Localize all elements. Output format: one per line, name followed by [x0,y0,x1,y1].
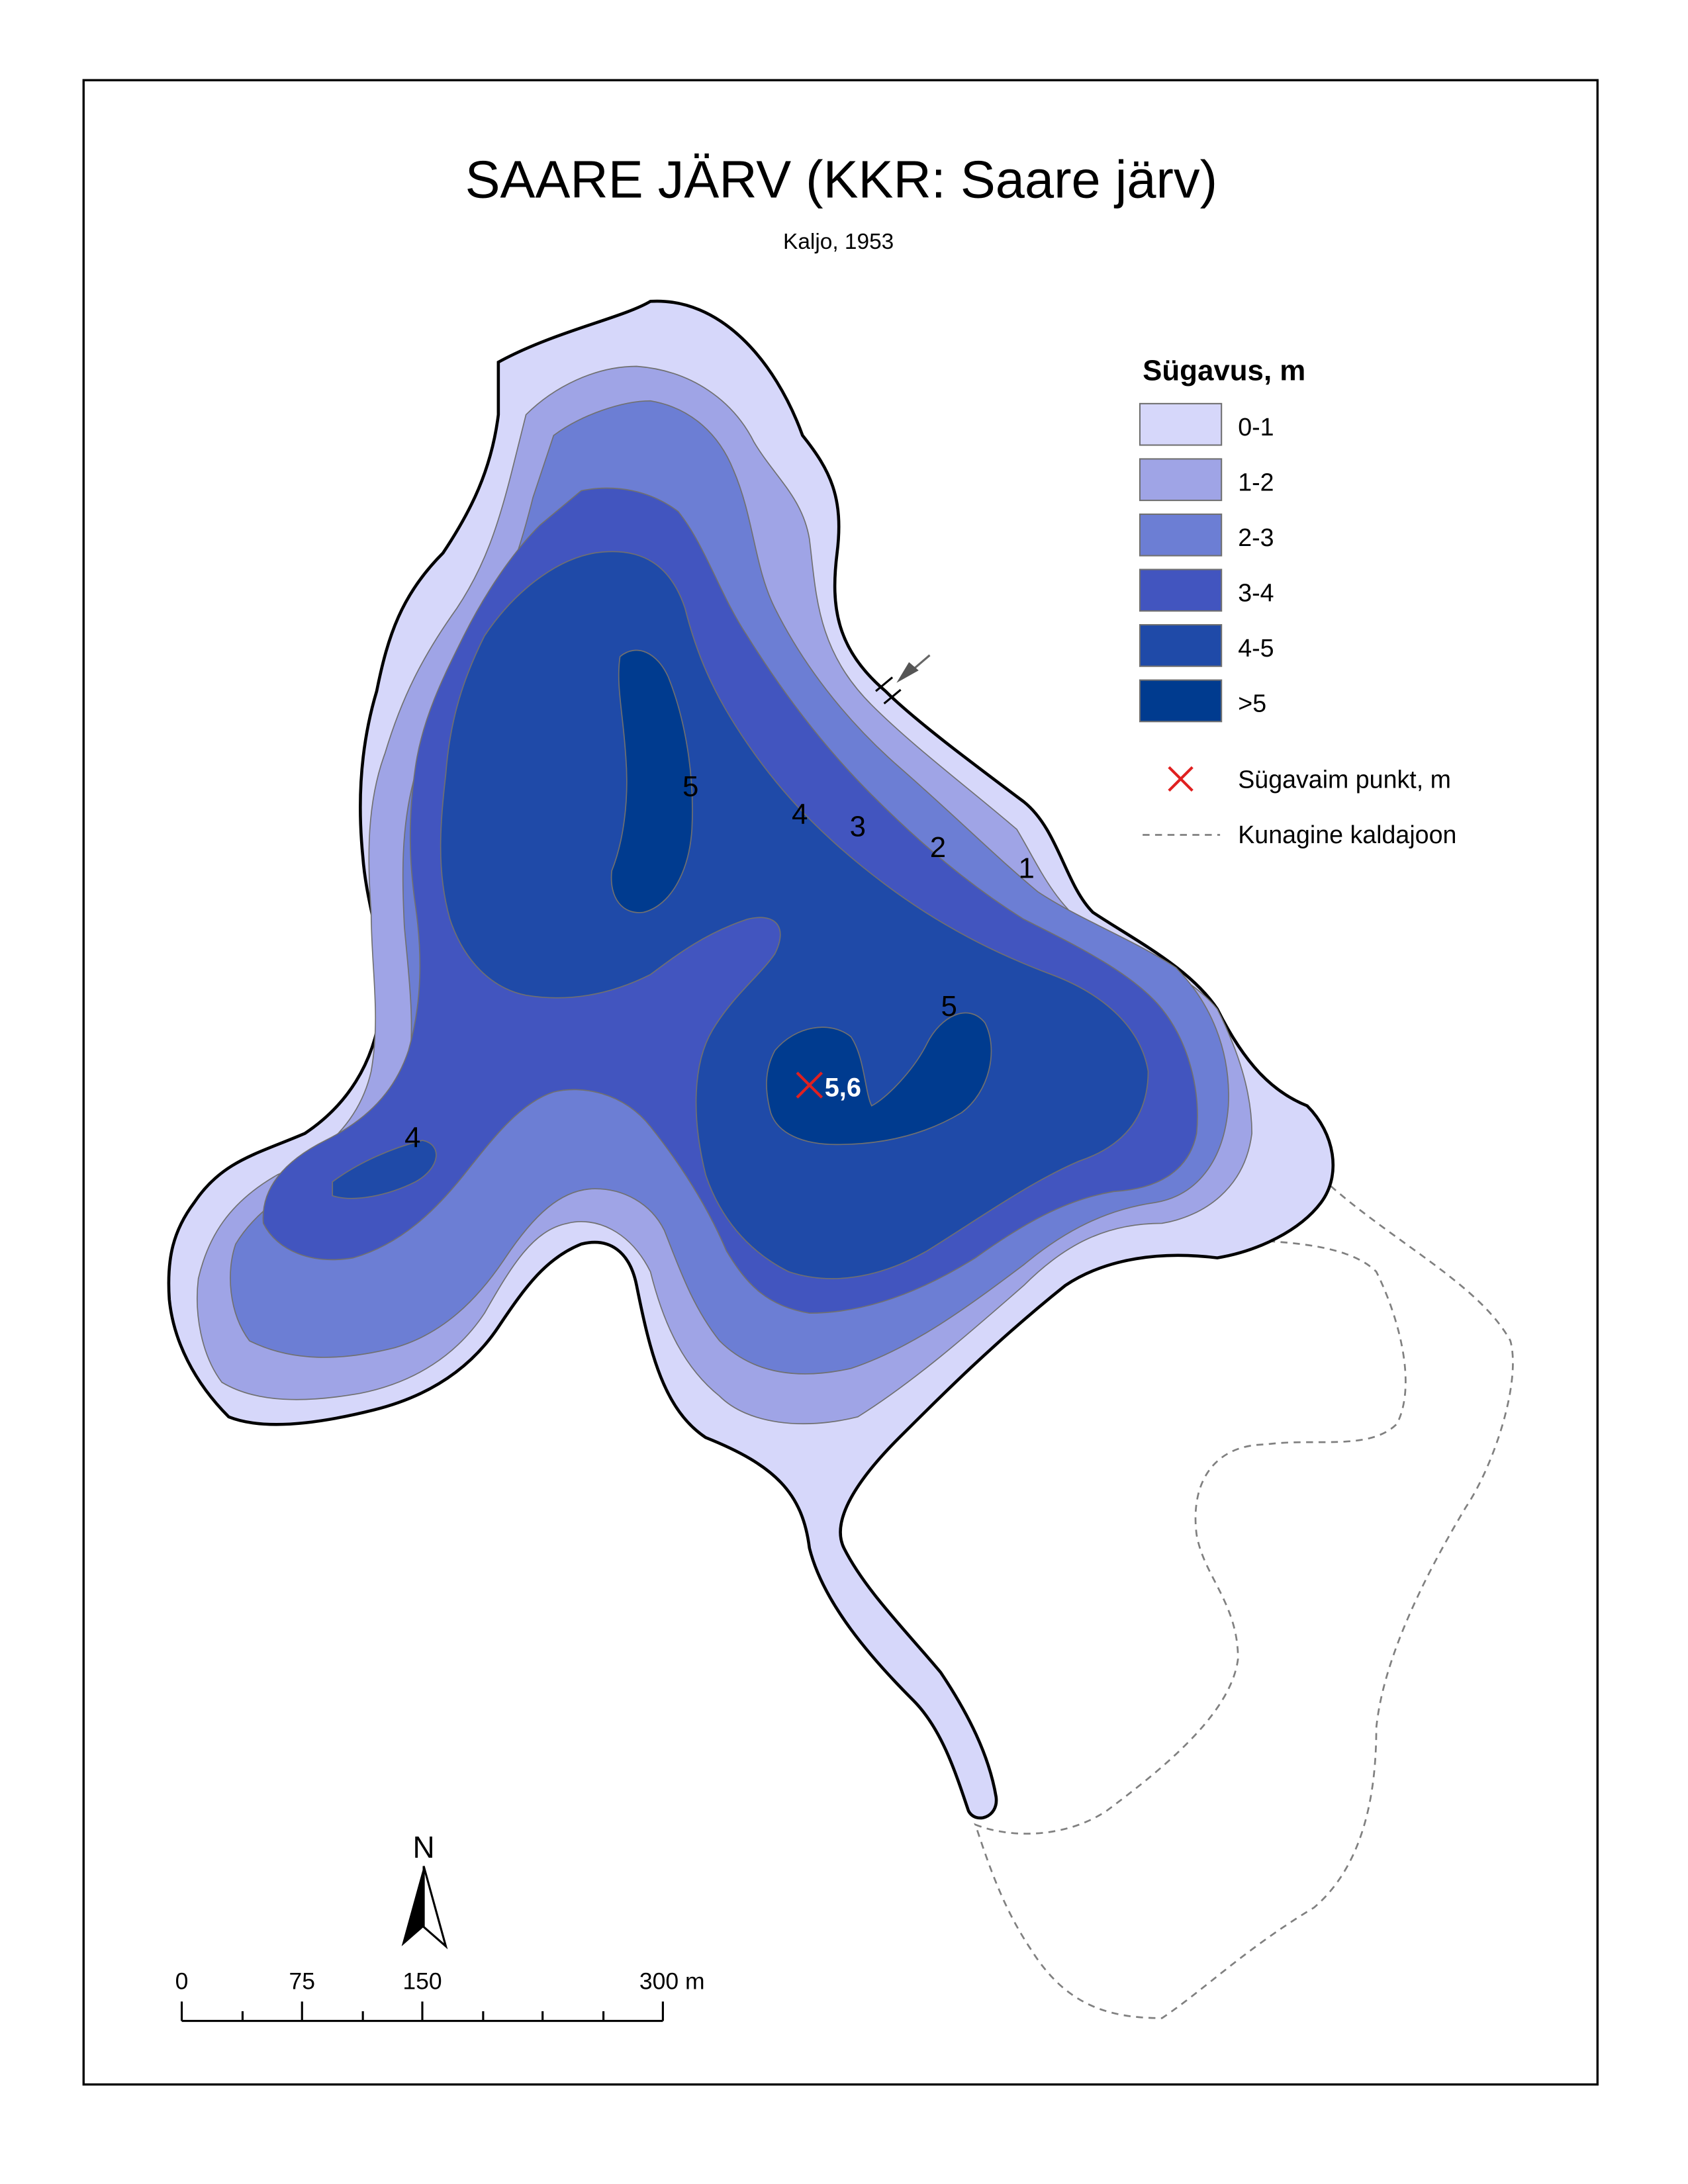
scale-tick-label: 150 [402,1968,442,1995]
depth-zone-over-5 [610,649,992,1146]
legend-label: 1-2 [1238,468,1274,496]
contour-label: 1 [1018,852,1034,884]
former-shoreline-line [974,1185,1514,2019]
contour-label: 5 [941,990,957,1023]
map-subtitle: Kaljo, 1953 [783,230,894,254]
legend-swatch [1139,402,1223,446]
legend-swatch [1139,624,1223,667]
contour-label: 3 [850,811,866,843]
inflow-arrow-icon [875,654,931,705]
legend-swatch [1139,513,1223,557]
deepest-point-value: 5,6 [825,1073,861,1102]
legend-label: >5 [1238,690,1266,717]
legend-label: 4-5 [1238,634,1274,662]
north-arrow-icon: N [401,1830,448,1950]
scale-tick-label: 0 [175,1968,189,1995]
legend: Sügavus, m 0-1 1-2 2-3 3-4 4-5 >5 Sügava… [1139,354,1456,848]
legend-swatch [1139,569,1223,612]
legend-swatch [1139,458,1223,502]
legend-label: 0-1 [1238,413,1274,441]
legend-deepest-label: Sügavaim punkt, m [1238,766,1451,794]
legend-shoreline-label: Kunagine kaldajoon [1238,821,1456,848]
contour-label: 2 [930,831,946,864]
scale-bar: 0 75 150 300 m [175,1968,705,2023]
legend-swatch [1139,679,1223,723]
contour-label: 4 [404,1122,420,1154]
legend-label: 3-4 [1238,579,1274,607]
map-title: SAARE JÄRV (KKR: Saare järv) [465,150,1217,209]
legend-heading: Sügavus, m [1143,354,1305,387]
scale-tick-label: 75 [289,1968,316,1995]
deepest-point-cross-icon [796,1071,823,1099]
north-label: N [412,1830,434,1864]
legend-label: 2-3 [1238,523,1274,551]
legend-deepest-cross-icon [1168,766,1194,792]
contour-label: 5 [682,770,698,803]
contour-label: 4 [792,798,808,831]
scale-tick-label: 300 m [639,1968,705,1995]
